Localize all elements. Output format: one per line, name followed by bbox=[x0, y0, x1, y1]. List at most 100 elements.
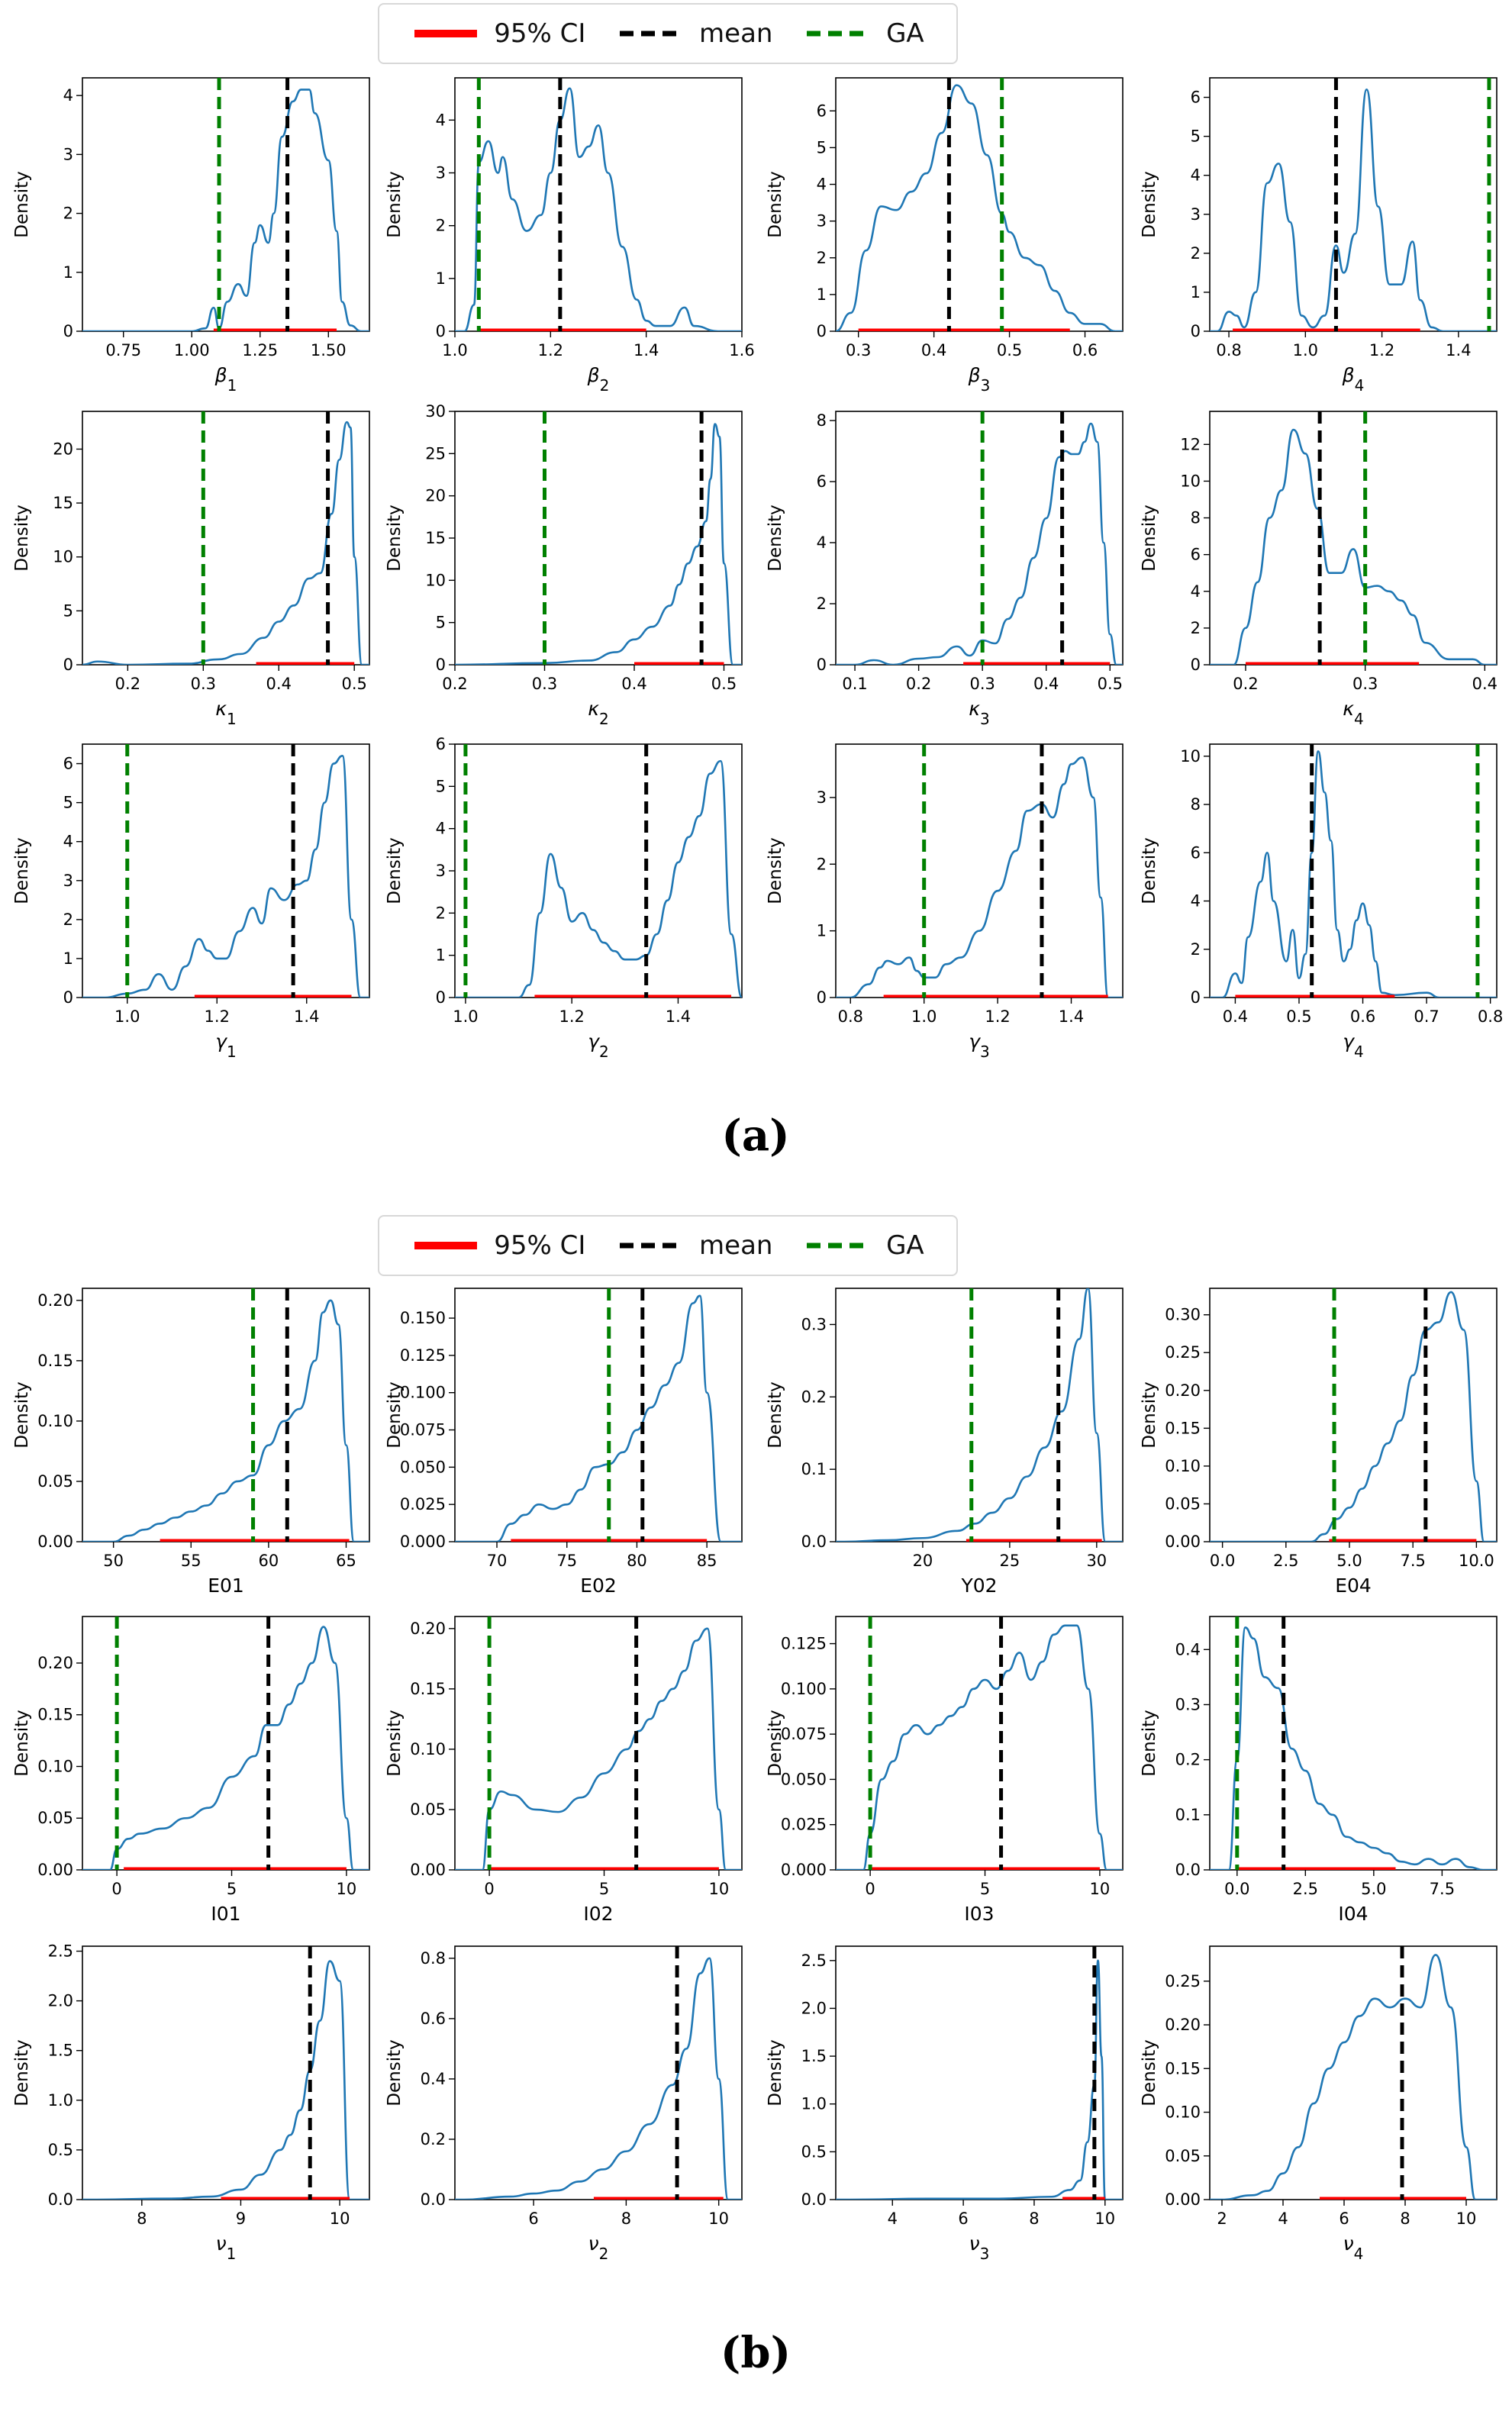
x-tick-label: 1.4 bbox=[1059, 1007, 1084, 1026]
y-tick-label: 0 bbox=[63, 322, 73, 340]
x-tick-label: 1.4 bbox=[666, 1007, 691, 1026]
density-chart-γ4: 0 2 4 6 8 10 0.4 0.5 0.6 0.7 0.8 Density γ4 bbox=[1140, 743, 1503, 1061]
plot-frame bbox=[1209, 1945, 1497, 2200]
y-tick-label: 5 bbox=[63, 794, 73, 812]
y-tick-label: 0.025 bbox=[400, 1495, 446, 1513]
y-axis-label: Density bbox=[385, 171, 405, 237]
plot-frame bbox=[82, 1616, 370, 1871]
y-tick-label: 0 bbox=[63, 656, 73, 674]
density-curve bbox=[836, 1959, 1123, 2200]
plot-frame bbox=[454, 411, 743, 666]
y-tick-label: 0.05 bbox=[1165, 1494, 1201, 1513]
x-tick-label: 0.4 bbox=[1223, 1007, 1248, 1026]
plot-frame bbox=[835, 1945, 1124, 2200]
y-tick-label: 3 bbox=[1191, 205, 1201, 224]
plot-frame bbox=[835, 743, 1124, 998]
x-axis-label: E04 bbox=[1335, 1575, 1372, 1597]
x-tick-label: 10 bbox=[1456, 2210, 1477, 2228]
density-chart-γ1: 0 1 2 3 4 5 6 1.0 1.2 1.4 Density γ1 bbox=[12, 743, 370, 1061]
y-tick-label: 0.050 bbox=[400, 1458, 446, 1476]
y-tick-label: 1 bbox=[63, 263, 73, 282]
y-axis-label: Density bbox=[766, 837, 785, 904]
y-tick-label: 0.10 bbox=[1165, 2103, 1201, 2122]
x-axis-label: ν1 bbox=[216, 2232, 237, 2263]
x-axis-label: γ4 bbox=[1343, 1030, 1364, 1061]
legend-ga-label: GA bbox=[886, 18, 924, 49]
x-tick-label: 0.8 bbox=[1216, 341, 1241, 359]
x-tick-label: 5 bbox=[227, 1880, 237, 1898]
y-tick-label: 0 bbox=[436, 322, 446, 340]
plot-frame bbox=[454, 1616, 743, 1871]
y-tick-label: 0 bbox=[817, 656, 827, 674]
x-tick-label: 0.6 bbox=[1072, 341, 1098, 359]
density-chart-E04: 0.00 0.05 0.10 0.15 0.20 0.25 0.30 0.0 2.5 5.0 7.5… bbox=[1140, 1288, 1497, 1597]
density-curve bbox=[455, 423, 742, 665]
y-tick-label: 30 bbox=[425, 402, 446, 421]
y-tick-label: 0.05 bbox=[1165, 2147, 1201, 2165]
x-tick-label: 1.0 bbox=[442, 341, 467, 359]
density-curve bbox=[836, 756, 1123, 998]
x-tick-label: 0.5 bbox=[711, 675, 737, 693]
x-tick-label: 1.4 bbox=[294, 1007, 319, 1026]
y-tick-label: 0.20 bbox=[37, 1291, 73, 1310]
density-chart-κ1: 0 5 10 15 20 0.2 0.3 0.4 0.5 Density κ1 bbox=[12, 411, 370, 728]
density-chart-I02: 0.00 0.05 0.10 0.15 0.20 0 5 10 Density I02 bbox=[385, 1616, 743, 1925]
y-tick-label: 0.25 bbox=[1165, 1343, 1201, 1362]
x-tick-label: 10.0 bbox=[1459, 1552, 1494, 1570]
x-axis-label: ν3 bbox=[969, 2232, 990, 2263]
y-tick-label: 4 bbox=[1191, 892, 1201, 911]
y-tick-label: 2.5 bbox=[48, 1942, 73, 1961]
x-tick-label: 0.7 bbox=[1414, 1007, 1439, 1026]
y-tick-label: 1 bbox=[63, 949, 73, 968]
y-tick-label: 3 bbox=[63, 872, 73, 890]
x-tick-label: 6 bbox=[1339, 2210, 1349, 2228]
y-tick-label: 0.3 bbox=[801, 1315, 827, 1333]
y-tick-label: 1 bbox=[817, 285, 827, 304]
y-tick-label: 4 bbox=[817, 176, 827, 194]
y-tick-label: 0.10 bbox=[37, 1757, 73, 1775]
y-tick-label: 6 bbox=[63, 755, 73, 773]
y-tick-label: 3 bbox=[817, 788, 827, 807]
density-chart-β1: 0 1 2 3 4 0.75 1.00 1.25 1.50 Density β1 bbox=[12, 77, 370, 395]
plot-frame bbox=[1209, 743, 1497, 998]
y-tick-label: 5 bbox=[436, 777, 446, 795]
density-chart-I04: 0.0 0.1 0.2 0.3 0.4 0.0 2.5 5.0 7.5 Density I04 bbox=[1140, 1616, 1497, 1925]
x-tick-label: 8 bbox=[1400, 2210, 1410, 2228]
density-curve bbox=[82, 421, 369, 665]
y-tick-label: 2 bbox=[1191, 940, 1201, 959]
x-tick-label: 1.50 bbox=[311, 341, 347, 359]
y-tick-label: 15 bbox=[53, 494, 73, 512]
y-tick-label: 4 bbox=[436, 820, 446, 838]
y-tick-label: 1.5 bbox=[48, 2042, 73, 2060]
density-curve bbox=[82, 1960, 369, 2200]
density-curve bbox=[82, 755, 369, 998]
density-curve bbox=[455, 1627, 742, 1870]
x-axis-label: I01 bbox=[211, 1903, 240, 1925]
y-tick-label: 0.100 bbox=[400, 1384, 446, 1402]
y-tick-label: 0.05 bbox=[37, 1472, 73, 1491]
x-tick-label: 1.0 bbox=[453, 1007, 478, 1026]
density-chart-κ3: 0 2 4 6 8 0.1 0.2 0.3 0.4 0.5 Density κ3 bbox=[766, 411, 1124, 728]
y-tick-label: 0 bbox=[1191, 322, 1201, 340]
x-axis-label: κ2 bbox=[588, 698, 608, 728]
y-tick-label: 0.20 bbox=[1165, 1381, 1201, 1400]
density-chart-ν3: 0.0 0.5 1.0 1.5 2.0 2.5 4 6 8 10 Density ν3 bbox=[766, 1945, 1124, 2263]
y-tick-label: 0.000 bbox=[781, 1861, 827, 1879]
y-tick-label: 6 bbox=[1191, 89, 1201, 107]
density-curve bbox=[455, 1294, 742, 1542]
legend: 95% CI mean GA bbox=[378, 3, 958, 64]
density-curve bbox=[836, 84, 1123, 331]
x-axis-label: γ2 bbox=[588, 1030, 609, 1061]
x-tick-label: 10 bbox=[1090, 1880, 1111, 1898]
y-axis-label: Density bbox=[385, 1710, 405, 1776]
x-tick-label: 2.5 bbox=[1273, 1552, 1298, 1570]
y-tick-label: 0.15 bbox=[37, 1706, 73, 1724]
plot-frame bbox=[82, 1288, 370, 1542]
y-tick-label: 6 bbox=[1191, 546, 1201, 564]
x-axis-label: β2 bbox=[587, 364, 610, 395]
legend-ga-item: GA bbox=[804, 18, 924, 49]
legend-ci-label: 95% CI bbox=[494, 1230, 586, 1261]
y-tick-label: 2 bbox=[63, 205, 73, 223]
density-chart-β4: 0 1 2 3 4 5 6 0.8 1.0 1.2 1.4 Density β4 bbox=[1140, 77, 1497, 395]
plot-frame bbox=[82, 411, 370, 666]
